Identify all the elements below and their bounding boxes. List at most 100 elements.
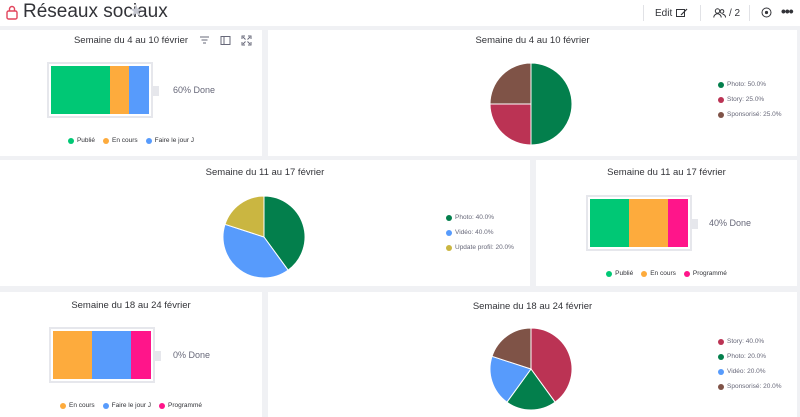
done-percentage: 0% Done [173,350,211,360]
legend-dot [145,137,152,144]
widget-title: Semaine du 11 au 17 février [205,167,325,178]
battery-segment[interactable] [590,199,630,247]
pie-legend: Photo: 40.0% Vidéo: 40.0% Update profil: 2… [446,214,514,259]
widget-title: Semaine du 11 au 17 février [607,167,726,178]
widget-title: Semaine du 18 au 24 février [472,301,593,312]
battery-segment[interactable] [51,66,110,114]
pie-slice[interactable] [224,195,265,238]
battery-segment[interactable] [668,199,688,247]
widget-pie-w2: Semaine du 4 au 10 février Photo: 50.0% S… [268,30,797,156]
pie-slice[interactable] [530,327,573,403]
legend-item[interactable]: En cours [103,137,138,144]
legend-label: Sponsorisé: 20.0% [727,383,782,390]
legend-label: En cours [650,270,676,277]
pie-slice[interactable] [491,327,532,370]
edit-icon [676,8,688,17]
legend-dot [718,81,724,88]
legend-item[interactable]: Vidéo: 20.0% [718,368,782,375]
pie-slice[interactable] [222,223,289,279]
pie-slice[interactable] [263,195,306,271]
battery-segment[interactable] [131,331,151,379]
edit-button[interactable]: Edit [655,5,688,21]
legend-item[interactable]: Vidéo: 40.0% [446,229,514,236]
legend-dot [683,270,690,277]
legend-item[interactable]: Programmé [159,402,202,409]
battery-segment[interactable] [92,331,132,379]
star-icon[interactable]: ★ [129,3,144,20]
legend-item[interactable]: Story: 40.0% [718,338,782,345]
widget-pie-w6: Semaine du 18 au 24 février Story: 40.0%… [268,292,797,417]
sidebar-icon[interactable] [220,35,231,46]
legend-item[interactable]: Faire le jour J [102,402,151,409]
done-percentage: 40% Done [709,218,752,228]
legend-dot [446,229,452,236]
legend-item[interactable]: Story: 25.0% [718,96,782,103]
legend-item[interactable]: En cours [60,402,95,409]
legend-dot [103,137,110,144]
toolbar-divider [643,5,644,21]
legend-label: Publié [615,270,634,277]
legend-label: Photo: 40.0% [455,214,495,221]
legend-label: Update profil: 20.0% [455,244,514,251]
legend-item[interactable]: Publié [606,270,633,277]
legend-dot [159,402,166,409]
legend-item[interactable]: Programmé [683,270,727,277]
pie-slice[interactable] [489,62,532,105]
battery-cap [692,219,698,229]
widget-title: Semaine du 18 au 24 février [71,300,191,311]
pie-chart [222,195,306,279]
legend-label: Story: 40.0% [727,338,765,345]
filter-icon[interactable] [199,35,210,46]
widget-battery-w5: Semaine du 18 au 24 février 0% Done En c… [0,292,262,417]
legend-label: Photo: 50.0% [727,81,767,88]
members-button[interactable]: / 2 [713,5,740,21]
legend-item[interactable]: Sponsorisé: 20.0% [718,383,782,390]
widget-title: Semaine du 4 au 10 février [475,35,590,46]
battery-segment[interactable] [53,331,93,379]
legend-item[interactable]: Update profil: 20.0% [446,244,514,251]
fullscreen-icon[interactable] [241,35,252,46]
pie-slice[interactable] [489,355,532,403]
battery-bar [586,195,692,251]
legend-label: Sponsorisé: 25.0% [727,111,782,118]
widget-title: Semaine du 4 au 10 février [73,35,189,46]
pie-slice[interactable] [530,62,573,146]
legend: En cours Faire le jour J Programmé [0,402,262,409]
done-percentage: 60% Done [173,85,216,95]
legend-dot [60,402,66,409]
legend-label: Story: 25.0% [727,96,765,103]
lock-icon [6,5,18,20]
legend-dot [67,137,74,144]
pie-slice[interactable] [489,103,532,146]
pie-chart [489,62,573,146]
legend-label: Programmé [692,270,727,277]
legend-label: En cours [112,137,138,144]
battery-segment[interactable] [129,66,149,114]
legend-dot [606,270,613,277]
legend: Publié En cours Programmé [536,270,797,277]
legend-item[interactable]: Faire le jour J [145,137,194,144]
legend-label: Programmé [168,402,202,409]
legend-item[interactable]: Photo: 20.0% [718,353,782,360]
legend-label: Publié [76,137,96,144]
edit-label: Edit [655,7,673,19]
pie-slice[interactable] [506,368,556,411]
activity-icon[interactable] [761,7,772,18]
battery-segment[interactable] [109,66,130,114]
battery-bar [47,62,153,118]
board-header: Réseaux sociaux ★ Edit / 2 ••• [0,0,800,26]
legend-dot [718,338,724,345]
legend-item[interactable]: Sponsorisé: 25.0% [718,111,782,118]
legend-item[interactable]: Photo: 40.0% [446,214,514,221]
legend-item[interactable]: Publié [67,137,96,144]
legend-item[interactable]: En cours [641,270,676,277]
battery-segment[interactable] [629,199,669,247]
legend-label: Vidéo: 20.0% [727,368,766,375]
more-icon[interactable]: ••• [781,3,794,19]
pie-chart [489,327,573,411]
battery-cap [155,351,161,361]
widget-pie-w3: Semaine du 11 au 17 février Photo: 40.0%… [0,160,530,286]
battery-cap [153,86,159,96]
people-icon [713,8,726,18]
legend-item[interactable]: Photo: 50.0% [718,81,782,88]
